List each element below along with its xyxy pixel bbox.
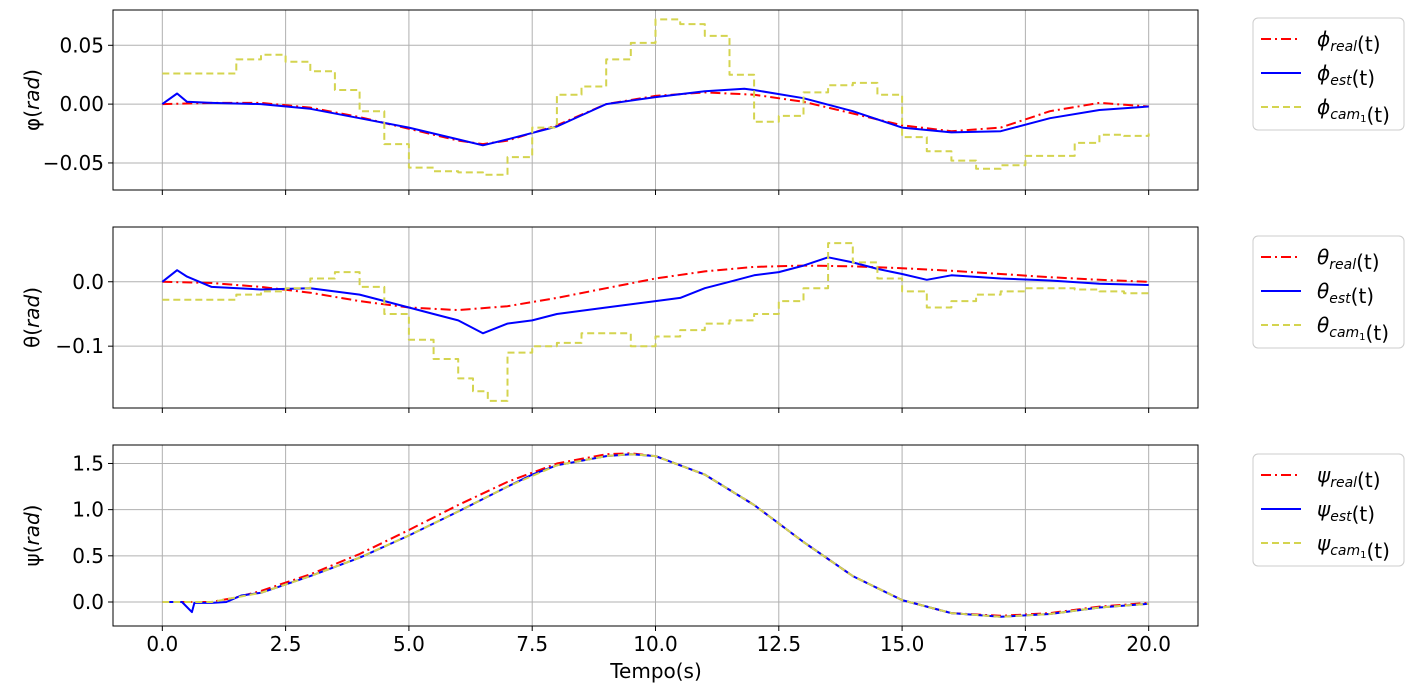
legend-frame — [1252, 17, 1405, 131]
y-tick-label: 0.05 — [59, 33, 104, 57]
series-line-est — [161, 87, 1149, 147]
subplot-2: 0.0 −0.1 θ(rad) θreal(t) θest(t) θcam1(t) — [20, 226, 1405, 413]
y-axis-label: θ(rad) — [20, 287, 44, 348]
series-line-real — [162, 452, 1149, 617]
y-tick-label: 1.5 — [72, 451, 104, 475]
legend: ψreal(t) ψest(t) ψcam1(t) — [1252, 453, 1405, 567]
y-tick-label: 0.5 — [72, 544, 104, 568]
series-line-cam — [162, 453, 1149, 618]
axes-frame — [112, 9, 1199, 191]
legend-label-cam: ϕcam1(t) — [1317, 95, 1390, 127]
x-tick-label: 17.5 — [1003, 632, 1048, 656]
x-axis-label: Tempo(s) — [609, 659, 702, 683]
series-line-real — [162, 264, 1149, 312]
axes-frame — [112, 444, 1199, 627]
series-line-cam — [162, 242, 1150, 402]
x-tick-label: 2.5 — [270, 632, 302, 656]
subplot-3: 1.5 1.0 0.5 0.0 0.0 2.5 5.0 7.5 10.0 12.5 15.0 17.5… — [20, 444, 1405, 656]
y-axis-label: ψ(rad) — [20, 505, 44, 567]
x-tick-label: 0.0 — [146, 632, 178, 656]
legend-label-est: ϕest(t) — [1317, 61, 1375, 90]
legend: ϕreal(t) ϕest(t) ϕcam1(t) — [1252, 17, 1405, 131]
legend-label-real: θreal(t) — [1317, 245, 1380, 274]
legend-label-real: ψreal(t) — [1317, 463, 1381, 492]
x-tick-label: 7.5 — [516, 632, 548, 656]
axes-frame — [112, 226, 1199, 409]
y-axis-label: φ(rad) — [20, 69, 44, 131]
y-tick-label: 1.0 — [72, 498, 104, 522]
series-line-real — [162, 91, 1149, 146]
y-tick-label: −0.1 — [55, 334, 104, 358]
subplot-1: 0.05 0.00 −0.05 φ(rad) ϕreal(t) ϕest(t) ϕcam1(… — [20, 9, 1405, 195]
x-tick-label: 12.5 — [757, 632, 802, 656]
y-tick-label: 0.0 — [72, 590, 104, 614]
y-tick-label: 0.00 — [59, 92, 104, 116]
y-tick-label: −0.05 — [43, 151, 104, 175]
legend-label-est: ψest(t) — [1317, 497, 1375, 526]
x-tick-label: 20.0 — [1126, 632, 1171, 656]
legend-label-est: θest(t) — [1317, 279, 1374, 308]
legend-frame — [1252, 453, 1405, 567]
x-tick-label: 5.0 — [393, 632, 425, 656]
legend-label-real: ϕreal(t) — [1317, 27, 1381, 56]
series-line-est — [161, 256, 1149, 335]
y-tick-label: 0.0 — [72, 270, 104, 294]
legend-label-cam: ψcam1(t) — [1317, 531, 1390, 563]
x-tick-label: 15.0 — [880, 632, 925, 656]
legend: θreal(t) θest(t) θcam1(t) — [1252, 235, 1405, 349]
legend-label-cam: θcam1(t) — [1317, 313, 1389, 345]
x-tick-label: 10.0 — [633, 632, 678, 656]
legend-frame — [1252, 235, 1405, 349]
series-line-cam — [162, 18, 1150, 176]
